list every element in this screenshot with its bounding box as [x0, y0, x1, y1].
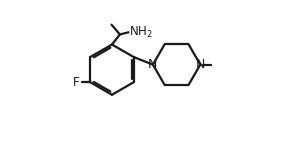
Text: F: F: [73, 76, 79, 89]
Text: N: N: [195, 58, 205, 71]
Text: NH$_2$: NH$_2$: [129, 25, 153, 40]
Text: N: N: [148, 58, 157, 71]
